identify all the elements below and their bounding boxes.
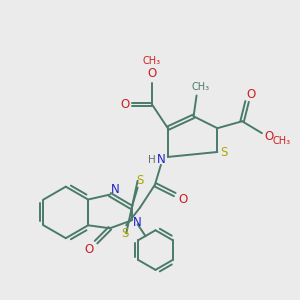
Text: O: O <box>121 98 130 111</box>
Text: H: H <box>148 155 156 165</box>
Text: O: O <box>264 130 274 142</box>
Text: O: O <box>178 193 187 206</box>
Text: O: O <box>246 88 256 101</box>
Text: N: N <box>133 216 142 229</box>
Text: N: N <box>110 183 119 196</box>
Text: CH₃: CH₃ <box>143 56 161 66</box>
Text: CH₃: CH₃ <box>273 136 291 146</box>
Text: CH₃: CH₃ <box>191 82 210 92</box>
Text: O: O <box>85 243 94 256</box>
Text: S: S <box>122 227 129 240</box>
Text: S: S <box>220 146 228 160</box>
Text: S: S <box>136 174 143 187</box>
Text: O: O <box>147 67 157 80</box>
Text: N: N <box>157 153 165 167</box>
